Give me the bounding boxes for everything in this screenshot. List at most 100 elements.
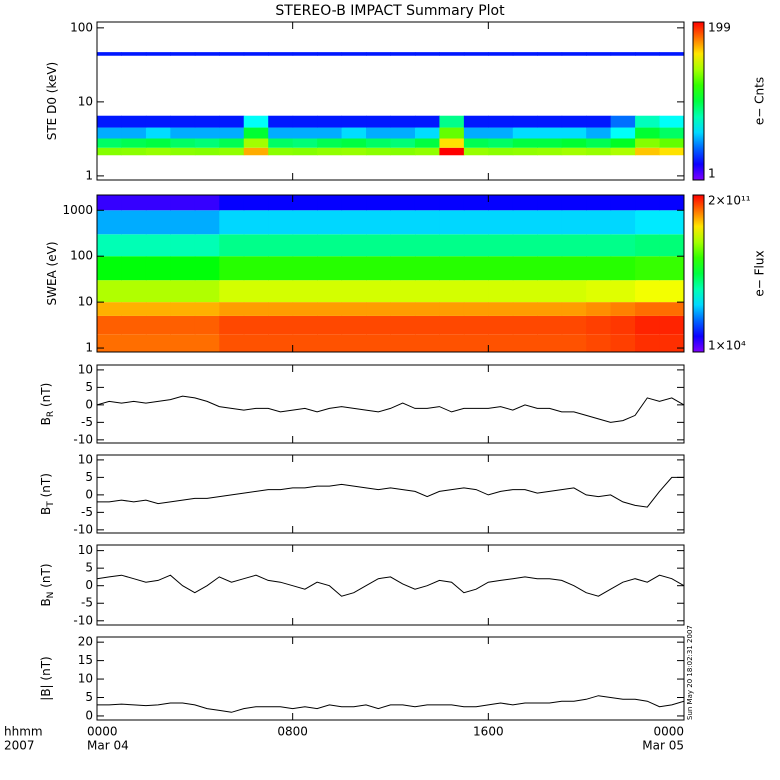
heatmap-cell	[537, 256, 563, 281]
heatmap-cell	[537, 195, 563, 211]
heatmap-cell	[586, 334, 612, 352]
y-axis-label: |B| (nT)	[39, 656, 53, 700]
heatmap-cell	[488, 256, 514, 281]
y-axis-label-base: |B| (nT)	[39, 656, 53, 700]
heatmap-cell	[268, 52, 294, 56]
heatmap-cell	[219, 256, 245, 281]
heatmap-cell	[512, 127, 538, 139]
heatmap-cell	[488, 315, 514, 335]
y-tick-label: 10	[78, 94, 93, 108]
colorbar-tick-label: 199	[708, 21, 731, 35]
heatmap-cell	[145, 52, 171, 56]
y-tick-label: 20	[78, 635, 93, 649]
heatmap-cell	[145, 234, 171, 257]
y-tick-label: 100	[70, 249, 93, 263]
heatmap-cell	[219, 210, 245, 235]
heatmap-cell	[659, 210, 684, 235]
heatmap-cell	[512, 315, 538, 335]
heatmap-cell	[97, 138, 122, 148]
heatmap-cell	[366, 334, 391, 352]
plot-area	[97, 574, 684, 597]
heatmap-cell	[317, 315, 343, 335]
heatmap-cell	[97, 256, 122, 281]
y-tick-label: 10	[78, 295, 93, 309]
heatmap-cell	[610, 256, 636, 281]
heatmap-cell	[439, 256, 465, 281]
heatmap-cell	[561, 115, 587, 128]
heatmap-cell	[145, 115, 171, 128]
heatmap-cell	[170, 147, 196, 156]
heatmap-cell	[537, 280, 563, 303]
heatmap-cell	[463, 234, 489, 257]
heatmap-cell	[292, 334, 318, 352]
heatmap-cell	[341, 115, 367, 128]
heatmap-cell	[97, 234, 122, 257]
heatmap-cell	[512, 302, 538, 316]
heatmap-cell	[219, 280, 245, 303]
heatmap-cell	[366, 315, 391, 335]
heatmap-cell	[170, 195, 196, 211]
heatmap-cell	[121, 315, 147, 335]
heatmap-cell	[463, 52, 489, 56]
heatmap-cell	[610, 115, 636, 128]
heatmap-cell	[414, 115, 440, 128]
heatmap-cell	[586, 115, 612, 128]
plot-area	[97, 395, 684, 423]
heatmap-cell	[439, 52, 465, 56]
heatmap-cell	[512, 147, 538, 156]
y-tick-label: 1	[85, 341, 93, 355]
heatmap-cell	[317, 280, 343, 303]
date-label: Mar 05	[642, 739, 684, 753]
heatmap-cell	[317, 138, 343, 148]
heatmap-cell	[366, 195, 391, 211]
heatmap-cell	[121, 210, 147, 235]
y-tick-label: 100	[70, 20, 93, 34]
heatmap-cell	[341, 256, 367, 281]
heatmap-cell	[586, 127, 612, 139]
heatmap-cell	[292, 234, 318, 257]
heatmap-cell	[488, 127, 514, 139]
heatmap-cell	[512, 52, 538, 56]
heatmap-cell	[414, 234, 440, 257]
colorbar-title: e− Cnts	[753, 77, 767, 125]
heatmap-cell	[561, 256, 587, 281]
heatmap-cell	[537, 234, 563, 257]
data-line	[97, 476, 684, 508]
heatmap-cell	[537, 334, 563, 352]
panel: 0 5 10 15 20 |B| (nT)	[39, 635, 685, 722]
heatmap-cell	[292, 115, 318, 128]
heatmap-cell	[219, 195, 245, 211]
heatmap-cell	[194, 127, 220, 139]
heatmap-cell	[170, 115, 196, 128]
heatmap-cell	[317, 302, 343, 316]
heatmap-cell	[463, 147, 489, 156]
heatmap-cell	[145, 280, 171, 303]
heatmap-cell	[610, 52, 636, 56]
heatmap-cell	[439, 210, 465, 235]
y-tick-label: 0	[85, 487, 93, 501]
heatmap-cell	[170, 302, 196, 316]
heatmap-cell	[121, 147, 147, 156]
heatmap-cell	[537, 127, 563, 139]
heatmap-cell	[414, 315, 440, 335]
heatmap-cell	[366, 234, 391, 257]
heatmap-cell	[390, 147, 416, 156]
y-tick-label: 0	[85, 708, 93, 722]
y-tick-label: 5	[85, 561, 93, 575]
heatmap-cell	[512, 210, 538, 235]
heatmap-cell	[635, 52, 661, 56]
heatmap-cell	[243, 52, 269, 56]
heatmap-cell	[317, 334, 343, 352]
heatmap-cell	[512, 256, 538, 281]
heatmap-cell	[170, 256, 196, 281]
heatmap-cell	[488, 138, 514, 148]
heatmap-cell	[635, 210, 661, 235]
y-tick-label: 1	[85, 168, 93, 182]
heatmap-cell	[170, 52, 196, 56]
heatmap-cell	[268, 147, 294, 156]
y-axis-label: BN (nT)	[39, 563, 56, 606]
heatmap-cell	[537, 52, 563, 56]
heatmap-cell	[439, 334, 465, 352]
heatmap-cell	[463, 280, 489, 303]
